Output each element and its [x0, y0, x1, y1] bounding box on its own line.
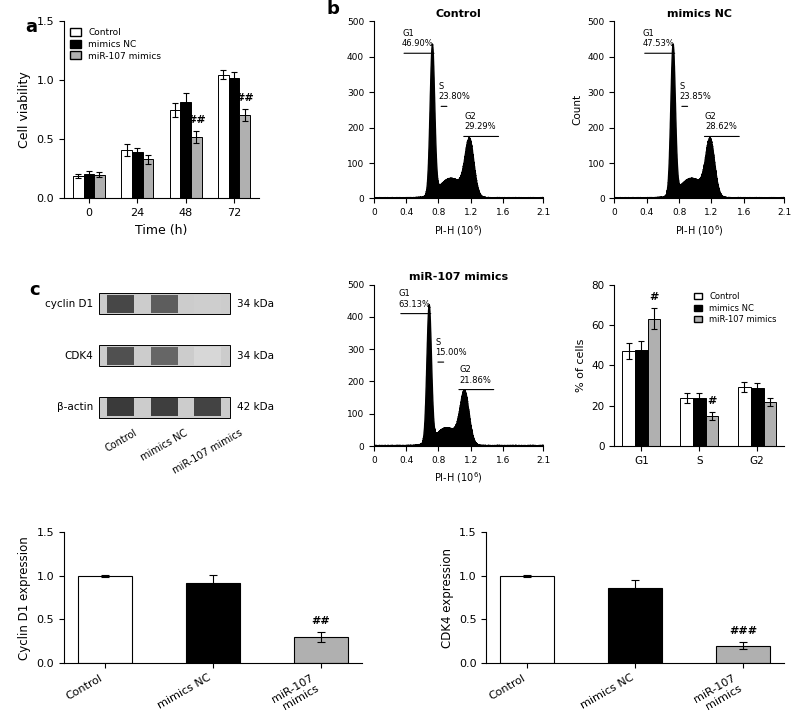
Text: S
23.80%: S 23.80%: [438, 82, 470, 101]
Text: Control: Control: [103, 428, 138, 453]
Bar: [107, 347, 134, 364]
Text: ###: ###: [730, 626, 758, 636]
Text: #: #: [650, 292, 658, 302]
Y-axis label: Cell viability: Cell viability: [18, 71, 31, 148]
Bar: [751, 389, 763, 446]
Y-axis label: Cyclin D1 expression: Cyclin D1 expression: [18, 535, 31, 660]
Y-axis label: Count: Count: [572, 94, 582, 125]
Text: ##: ##: [235, 93, 254, 103]
Bar: [186, 583, 240, 663]
Legend: Control, mimics NC, miR-107 mimics: Control, mimics NC, miR-107 mimics: [69, 26, 163, 62]
Text: miR-107 mimics: miR-107 mimics: [171, 428, 245, 476]
Bar: [78, 576, 132, 663]
Text: G1
47.53%: G1 47.53%: [642, 29, 674, 48]
Title: miR-107 mimics: miR-107 mimics: [409, 272, 508, 282]
Text: G2
21.86%: G2 21.86%: [459, 365, 491, 385]
Bar: [229, 78, 239, 198]
Bar: [151, 347, 178, 364]
Bar: [500, 576, 554, 663]
Text: G1
63.13%: G1 63.13%: [399, 289, 431, 309]
Text: S
15.00%: S 15.00%: [435, 338, 466, 357]
Legend: Control, mimics NC, miR-107 mimics: Control, mimics NC, miR-107 mimics: [690, 289, 780, 327]
Bar: [608, 588, 662, 663]
Text: ##: ##: [187, 116, 206, 125]
Bar: [107, 295, 134, 313]
Bar: [693, 398, 706, 446]
Bar: [73, 176, 83, 198]
X-axis label: PI-H (10$^6$): PI-H (10$^6$): [675, 222, 723, 237]
Title: mimics NC: mimics NC: [666, 9, 732, 19]
Text: S
23.85%: S 23.85%: [679, 82, 711, 101]
X-axis label: Time (h): Time (h): [135, 224, 188, 237]
X-axis label: PI-H (10$^6$): PI-H (10$^6$): [434, 471, 483, 486]
Text: G2
28.62%: G2 28.62%: [705, 112, 737, 131]
Bar: [99, 397, 230, 418]
Bar: [194, 295, 222, 313]
Text: a: a: [25, 18, 37, 36]
Bar: [239, 115, 250, 198]
Bar: [706, 416, 718, 446]
Text: b: b: [326, 0, 339, 18]
Bar: [151, 399, 178, 416]
Text: 34 kDa: 34 kDa: [238, 299, 274, 309]
Bar: [107, 399, 134, 416]
Bar: [170, 110, 180, 198]
Text: G2
29.29%: G2 29.29%: [464, 112, 496, 131]
Bar: [194, 399, 222, 416]
Text: β-actin: β-actin: [57, 402, 94, 412]
Bar: [132, 153, 142, 198]
Bar: [142, 160, 153, 198]
Bar: [294, 637, 348, 663]
Text: c: c: [29, 281, 39, 299]
Y-axis label: % of cells: % of cells: [576, 339, 586, 392]
Text: 34 kDa: 34 kDa: [238, 351, 274, 361]
Text: ##: ##: [311, 616, 330, 626]
Bar: [122, 150, 132, 198]
Bar: [180, 102, 191, 198]
Y-axis label: CDK4 expression: CDK4 expression: [441, 548, 454, 647]
X-axis label: PI-H (10$^6$): PI-H (10$^6$): [434, 222, 483, 237]
Bar: [99, 345, 230, 366]
Bar: [635, 350, 648, 446]
Text: #: #: [707, 396, 717, 406]
Bar: [194, 347, 222, 364]
Bar: [738, 387, 751, 446]
Bar: [763, 402, 776, 446]
Title: Control: Control: [436, 9, 482, 19]
Text: mimics NC: mimics NC: [139, 428, 190, 462]
Bar: [151, 295, 178, 313]
Bar: [680, 398, 693, 446]
Bar: [622, 352, 635, 446]
Text: cyclin D1: cyclin D1: [45, 299, 94, 309]
Bar: [99, 294, 230, 314]
Bar: [191, 137, 202, 198]
Text: CDK4: CDK4: [65, 351, 94, 361]
Text: 42 kDa: 42 kDa: [238, 402, 274, 412]
Bar: [218, 74, 229, 198]
Bar: [716, 646, 770, 663]
Bar: [648, 319, 661, 446]
Bar: [94, 175, 105, 198]
Text: G1
46.90%: G1 46.90%: [402, 29, 434, 48]
Bar: [83, 174, 94, 198]
